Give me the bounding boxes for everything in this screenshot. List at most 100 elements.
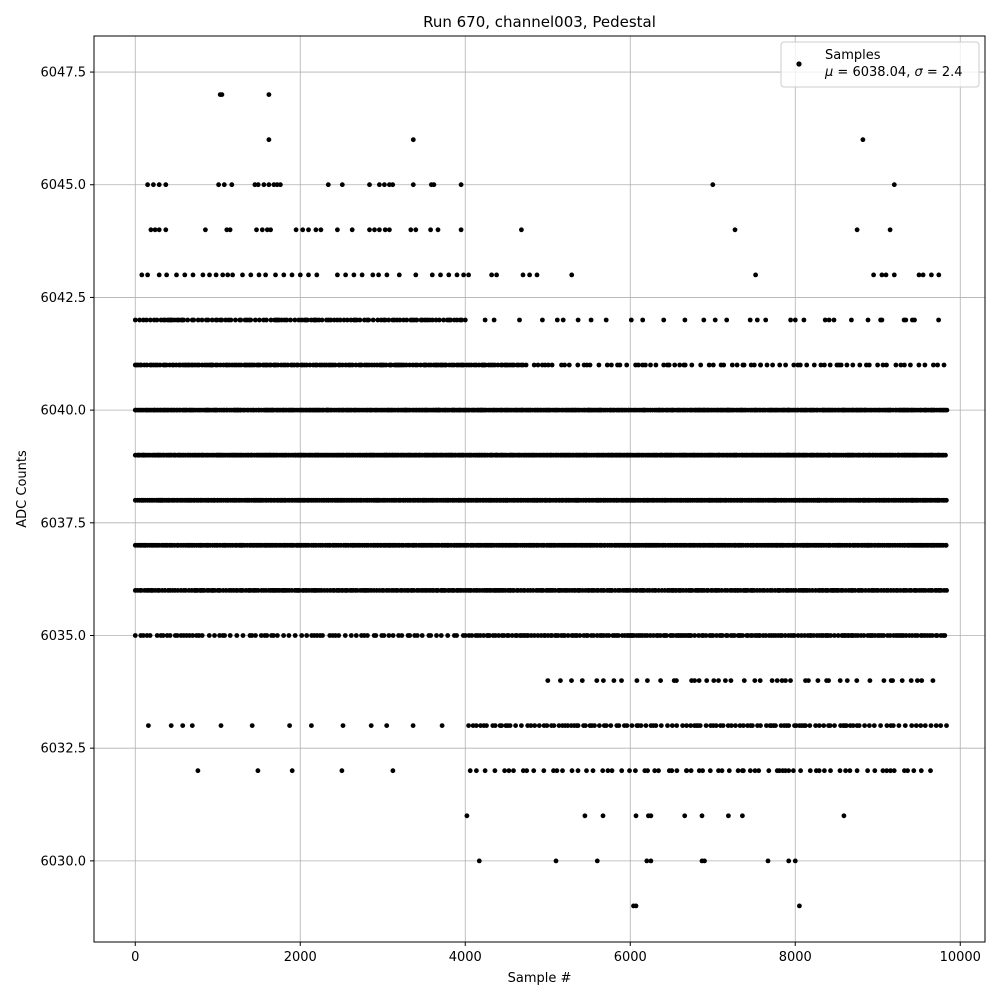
data-point <box>699 813 705 819</box>
data-point <box>140 633 146 638</box>
data-point <box>716 678 721 683</box>
chart-title: Run 670, channel003, Pedestal <box>423 13 656 31</box>
data-point <box>832 723 837 728</box>
data-point <box>633 903 639 909</box>
x-tick-label: 10000 <box>940 950 981 965</box>
data-point <box>828 633 833 638</box>
data-point <box>584 768 589 774</box>
data-point <box>916 362 922 368</box>
data-point <box>238 317 244 323</box>
x-axis-label: Sample # <box>508 971 572 986</box>
data-point <box>903 633 909 638</box>
data-point <box>353 633 359 638</box>
data-point <box>741 723 746 728</box>
data-point <box>893 362 899 368</box>
data-point <box>797 903 802 909</box>
data-point <box>903 317 909 323</box>
data-point <box>225 272 231 278</box>
data-point <box>227 633 233 638</box>
data-point <box>692 633 698 638</box>
data-point <box>750 723 755 728</box>
data-point <box>774 678 780 683</box>
data-point <box>734 362 740 368</box>
data-point <box>915 678 920 683</box>
data-point <box>359 362 364 368</box>
data-point <box>689 362 695 368</box>
data-point <box>266 137 272 143</box>
data-point <box>494 272 499 278</box>
data-point <box>609 768 615 774</box>
data-point <box>606 633 612 638</box>
data-point <box>811 633 816 638</box>
data-point <box>168 723 174 728</box>
data-point <box>407 633 413 638</box>
data-point <box>838 362 844 368</box>
data-point <box>703 633 709 638</box>
data-point <box>633 768 638 774</box>
data-point <box>747 768 753 774</box>
data-point <box>827 362 833 368</box>
legend-sigma-symbol: σ <box>914 65 923 80</box>
data-point <box>645 678 650 683</box>
data-point <box>467 768 473 774</box>
data-point <box>643 723 649 728</box>
data-point <box>181 317 187 323</box>
data-point <box>661 317 667 323</box>
data-point <box>928 768 933 774</box>
data-point <box>540 317 545 323</box>
data-point <box>306 227 311 233</box>
data-point <box>439 723 445 728</box>
data-point <box>340 362 345 368</box>
data-point <box>835 633 841 638</box>
data-point <box>340 723 346 728</box>
data-point <box>841 813 847 819</box>
data-point <box>304 633 310 638</box>
data-point <box>582 813 588 819</box>
data-point <box>944 588 949 593</box>
data-point <box>318 227 324 233</box>
data-point <box>828 768 833 774</box>
data-point <box>264 317 269 323</box>
data-point <box>390 633 396 638</box>
data-point <box>807 723 813 728</box>
data-point <box>335 227 340 233</box>
data-point <box>600 813 606 819</box>
data-point <box>205 317 211 323</box>
data-point <box>203 227 208 233</box>
data-point <box>410 182 416 188</box>
data-point <box>554 317 560 323</box>
data-point <box>534 272 540 278</box>
data-point <box>180 723 186 728</box>
data-point <box>596 362 602 368</box>
data-point <box>464 813 470 819</box>
data-point <box>788 678 793 683</box>
data-point <box>665 723 670 728</box>
data-point <box>477 633 483 638</box>
y-axis-label: ADC Counts <box>15 450 30 528</box>
data-point <box>335 272 340 278</box>
data-point <box>414 362 420 368</box>
data-point <box>418 362 423 368</box>
data-point <box>507 723 513 728</box>
data-point <box>804 362 810 368</box>
data-point <box>865 768 870 774</box>
data-point <box>782 633 788 638</box>
data-point <box>826 317 832 323</box>
data-point <box>222 633 228 638</box>
data-point <box>786 723 792 728</box>
data-point <box>872 768 878 774</box>
data-point <box>207 272 212 278</box>
data-point <box>253 633 258 638</box>
data-point <box>592 723 597 728</box>
data-point <box>714 633 719 638</box>
data-point <box>496 633 502 638</box>
legend-box <box>780 41 980 88</box>
data-point <box>757 633 763 638</box>
data-point <box>944 497 949 503</box>
data-point <box>144 362 150 368</box>
data-point <box>616 723 622 728</box>
data-point <box>764 362 770 368</box>
data-point <box>684 723 689 728</box>
data-point <box>214 317 220 323</box>
data-point <box>849 317 854 323</box>
